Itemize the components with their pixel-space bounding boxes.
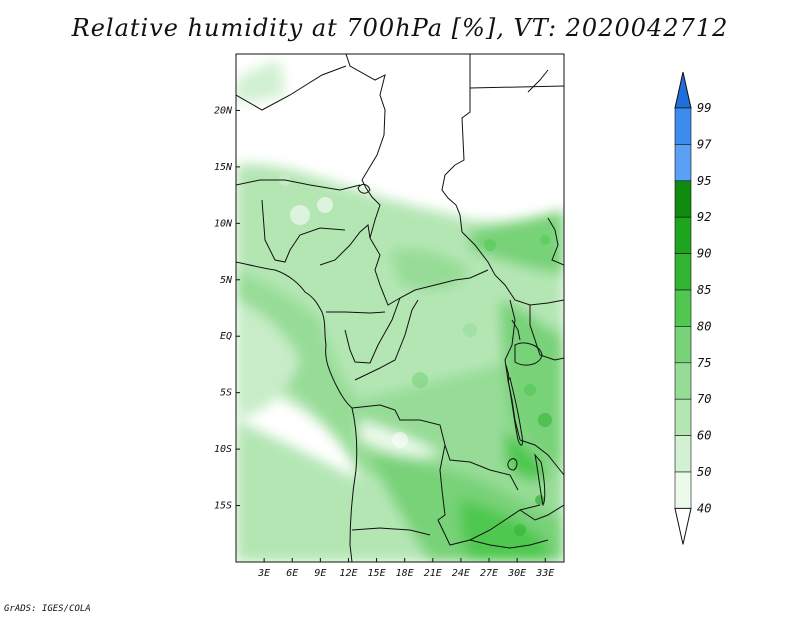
lon-tick-label: 24E [452,568,470,579]
longitude-axis: 3E 6E 9E 12E 15E 18E 21E 24E 27E 30E 33E [257,558,554,579]
lon-tick-label: 9E [314,568,326,579]
red-sea-coast [527,69,549,93]
lat-tick-label: 20N [214,105,233,116]
border-zimbabwe [469,539,549,549]
colorbar-label: 85 [697,283,711,297]
lon-tick-label: 15E [368,568,386,579]
lat-tick-label: EQ [220,331,232,342]
colorbar-label: 40 [697,501,711,515]
lake-victoria [514,342,543,366]
colorbar-label: 97 [697,137,712,151]
humidity-speckle [279,174,552,536]
border-tanzania [519,439,564,476]
lat-tick-label: 5N [220,275,233,286]
colorbar-label: 80 [697,319,711,333]
map-title: Relative humidity at 700hPa [%], VT: 202… [71,14,729,42]
border-mozambique [519,504,564,521]
grads-credit: GrADS: IGES/COLA [4,604,91,614]
border-niger-west [236,179,361,191]
lon-tick-label: 30E [507,568,526,579]
colorbar: 99 97 95 92 90 85 80 75 70 60 50 40 [674,71,712,545]
border-ethiopia [547,217,564,266]
border-cameroon-gabon [326,311,386,314]
lake-tanganyika [507,377,523,446]
colorbar-swatch [674,398,692,436]
lat-tick-label: 10S [214,444,232,455]
coastline-west [236,261,358,562]
border-libya-chad [345,54,386,239]
colorbar-min-arrow [674,507,692,545]
country-borders [236,54,564,562]
colorbar-label: 95 [697,174,711,188]
latitude-axis: 20N 15N 10N 5N EQ 5S 10S 15S [214,105,240,512]
lon-tick-label: 21E [424,568,442,579]
colorbar-label: 50 [697,465,711,479]
colorbar-swatch [674,471,692,509]
border-niger-algeria [236,65,347,111]
colorbar-label: 60 [697,429,711,443]
map-figure: 20N 15N 10N 5N EQ 5S 10S 15S 3E 6E 9E 12E 15E 18E 21E… [214,53,712,579]
lat-tick-label: 15S [214,501,232,512]
lake-kivu [505,364,510,383]
border-egypt-east [469,85,564,89]
colorbar-swatch [674,435,692,473]
colorbar-max-arrow [674,71,692,109]
colorbar-swatch [674,362,692,400]
lat-tick-label: 15N [214,162,233,173]
colorbar-swatch [674,289,692,327]
colorbar-label: 99 [697,101,711,115]
lon-tick-label: 3E [257,568,270,579]
colorbar-swatch [674,107,692,145]
rh-region-nw-top [236,60,285,105]
lon-tick-label: 27E [480,568,498,579]
lat-tick-label: 10N [214,218,233,229]
lon-tick-label: 18E [396,568,414,579]
rh-region-central-patch [390,248,470,290]
colorbar-label: 90 [697,247,711,261]
colorbar-swatch [674,326,692,364]
border-angola-namibia [351,527,431,536]
border-nigeria-west [261,199,346,263]
bangweulu [507,458,518,471]
colorbar-label: 92 [697,210,711,224]
colorbar-label: 70 [697,392,711,406]
colorbar-swatch [674,144,692,182]
lon-tick-label: 33E [535,568,554,579]
border-sudan-south [461,231,564,306]
lon-tick-label: 12E [339,568,357,579]
map-frame [235,53,565,563]
lat-tick-label: 5S [220,388,232,399]
lake-chad [357,183,371,194]
humidity-field [236,60,564,562]
colorbar-label: 75 [697,356,711,370]
rh-region-ne-band [470,210,564,275]
border-congo [344,297,401,364]
border-drc-south [351,404,519,491]
lake-albert [511,319,521,341]
border-drc-west [354,299,419,381]
colorbar-swatch [674,253,692,291]
border-angola-zambia [437,444,541,546]
border-nigeria-cameroon [319,224,371,266]
rh-region-south-core [459,500,550,562]
colorbar-swatch [674,216,692,254]
rh-region-western-shelf [236,300,300,420]
border-sudan-egypt [441,54,471,233]
colorbar-swatch [674,180,692,218]
lake-malawi [534,453,546,507]
lon-tick-label: 6E [286,568,298,579]
